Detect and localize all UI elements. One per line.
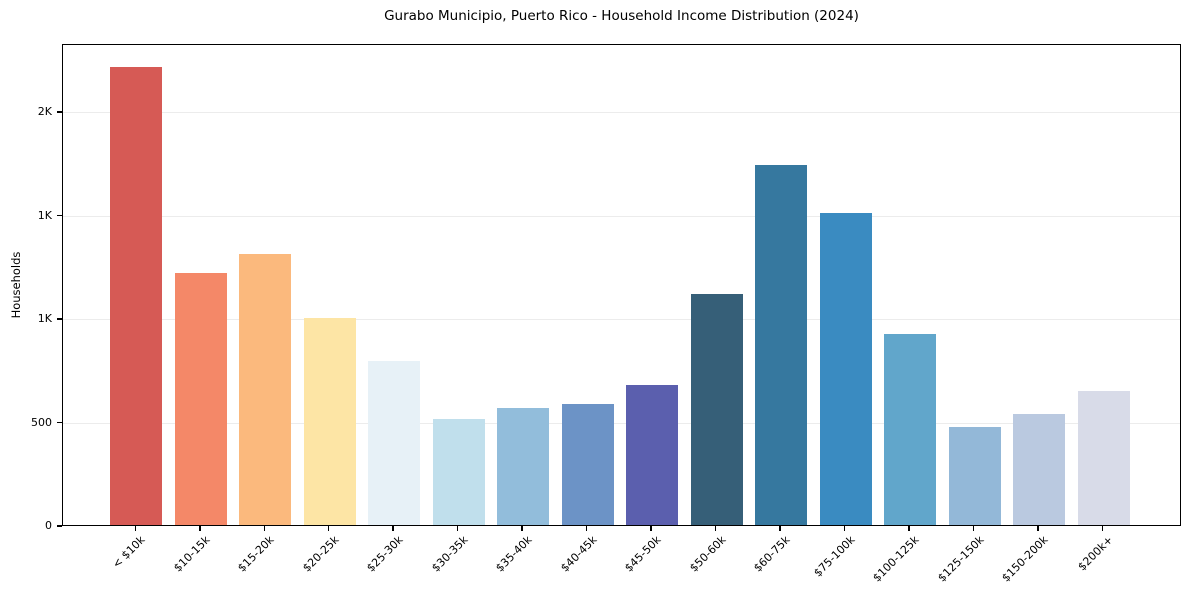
bar-150-200k: [1013, 413, 1066, 525]
bar-30-35k: [432, 418, 485, 525]
y-tick-mark: [57, 318, 62, 320]
x-tick-label: $45-50k: [622, 533, 664, 575]
chart-title: Gurabo Municipio, Puerto Rico - Househol…: [384, 8, 859, 24]
x-tick-mark: [1037, 526, 1039, 531]
bar-40-45k: [561, 404, 614, 525]
y-tick-mark: [57, 111, 62, 113]
x-tick-mark: [134, 526, 137, 531]
bar-75-100k: [819, 213, 872, 525]
x-tick-label: $20-25k: [299, 533, 342, 575]
bar-15-20k: [239, 253, 292, 525]
x-tick-mark: [199, 526, 201, 531]
x-tick-mark: [972, 526, 975, 531]
gridline: [63, 215, 1180, 217]
y-axis-label: Households: [9, 251, 23, 319]
bar-125-150k: [948, 426, 1001, 525]
y-tick-label: 0: [45, 519, 52, 532]
x-tick-label: $25-30k: [364, 533, 406, 575]
x-tick-label: $125-150k: [934, 533, 987, 585]
x-tick-label: $100-125k: [870, 533, 922, 585]
x-tick-label: $60-75k: [751, 533, 793, 575]
bar-10k: [110, 67, 163, 525]
y-tick-mark: [57, 525, 62, 527]
x-tick-label: $15-20k: [235, 533, 277, 575]
x-tick-mark: [392, 526, 394, 531]
x-tick-mark: [327, 526, 330, 531]
y-tick-label: 500: [31, 415, 52, 429]
x-tick-label: $200k+: [1074, 533, 1115, 574]
bar-35-40k: [497, 408, 550, 525]
x-tick-mark: [585, 526, 588, 531]
x-tick-label: < $10k: [110, 533, 148, 571]
bar-100-125k: [884, 334, 937, 525]
bar-60-75k: [755, 165, 808, 525]
bar-45-50k: [626, 384, 679, 525]
y-tick-mark: [57, 214, 62, 217]
x-tick-label: $30-35k: [428, 533, 471, 575]
x-tick-mark: [843, 526, 846, 531]
bar-200k: [1077, 391, 1130, 525]
plot-area: [62, 44, 1181, 526]
bar-25-30k: [368, 361, 421, 525]
x-tick-label: $75-100k: [810, 533, 858, 580]
gridline: [63, 112, 1180, 114]
x-tick-mark: [521, 526, 523, 531]
gridline: [63, 422, 1180, 424]
x-tick-mark: [1101, 526, 1104, 531]
y-tick-label: 2K: [37, 105, 52, 119]
bar-20-25k: [303, 317, 356, 525]
x-tick-label: $40-45k: [557, 533, 600, 575]
x-tick-mark: [714, 526, 717, 531]
x-tick-mark: [779, 526, 781, 531]
y-tick-mark: [57, 421, 62, 424]
bar-50-60k: [690, 294, 743, 525]
bar-10-15k: [174, 273, 227, 525]
x-tick-label: $150-200k: [999, 533, 1051, 585]
x-tick-label: $10-15k: [170, 533, 213, 575]
y-tick-label: 1K: [37, 208, 52, 222]
x-tick-mark: [650, 526, 652, 531]
x-tick-mark: [456, 526, 459, 531]
y-tick-label: 1K: [37, 312, 52, 326]
x-tick-label: $50-60k: [686, 533, 729, 575]
x-tick-mark: [908, 526, 910, 531]
x-tick-label: $35-40k: [493, 533, 535, 575]
gridline: [63, 319, 1180, 321]
x-tick-mark: [263, 526, 265, 531]
